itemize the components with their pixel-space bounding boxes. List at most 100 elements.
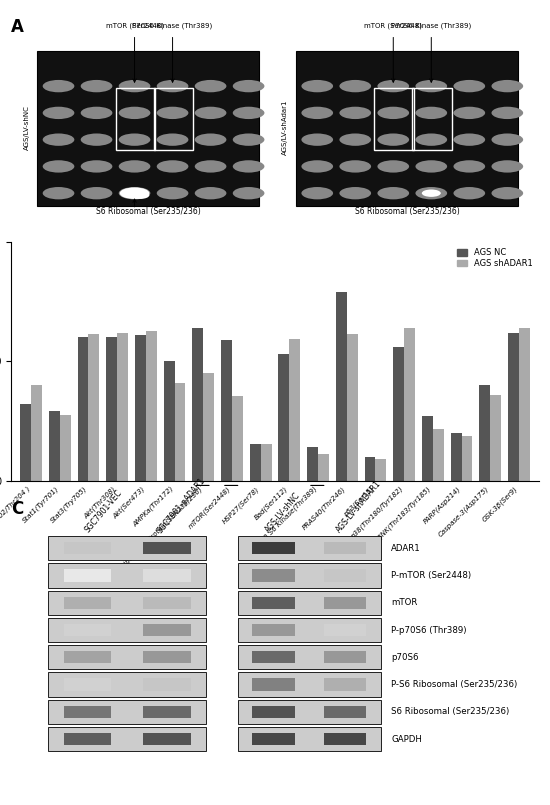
- Circle shape: [377, 160, 409, 172]
- Circle shape: [157, 160, 189, 172]
- Circle shape: [195, 160, 227, 172]
- Circle shape: [195, 134, 227, 146]
- Text: mTOR (Ser2448): mTOR (Ser2448): [364, 23, 422, 29]
- Bar: [238, 536, 381, 560]
- Circle shape: [301, 187, 333, 200]
- Bar: [64, 624, 111, 636]
- Bar: [192, 328, 204, 481]
- Bar: [250, 444, 261, 481]
- Circle shape: [377, 80, 409, 93]
- Bar: [238, 564, 381, 588]
- Bar: [296, 51, 518, 205]
- Text: P-p70S6 (Thr389): P-p70S6 (Thr389): [391, 625, 466, 634]
- Circle shape: [119, 160, 150, 172]
- Circle shape: [120, 188, 150, 199]
- Circle shape: [301, 134, 333, 146]
- Bar: [232, 396, 243, 481]
- Circle shape: [43, 80, 74, 93]
- Circle shape: [453, 107, 485, 119]
- Circle shape: [43, 134, 74, 146]
- Circle shape: [81, 134, 112, 146]
- Bar: [252, 706, 295, 718]
- Text: C: C: [11, 501, 23, 518]
- Bar: [252, 624, 295, 636]
- Text: AGS-LV-shADAR1: AGS-LV-shADAR1: [335, 479, 383, 535]
- Bar: [60, 415, 71, 481]
- Circle shape: [233, 80, 265, 93]
- Circle shape: [119, 134, 150, 146]
- Bar: [252, 542, 295, 555]
- Circle shape: [157, 80, 189, 93]
- Circle shape: [43, 160, 74, 172]
- Circle shape: [81, 160, 112, 172]
- Bar: [346, 334, 358, 481]
- Bar: [64, 651, 111, 663]
- Bar: [143, 706, 190, 718]
- Bar: [374, 89, 414, 150]
- Bar: [252, 597, 295, 609]
- Bar: [336, 292, 346, 481]
- Bar: [20, 404, 31, 481]
- Bar: [64, 733, 111, 745]
- Bar: [106, 337, 117, 481]
- Circle shape: [415, 187, 447, 200]
- Circle shape: [492, 160, 523, 172]
- Circle shape: [81, 107, 112, 119]
- Circle shape: [339, 80, 371, 93]
- Bar: [48, 700, 206, 724]
- Bar: [64, 542, 111, 555]
- Bar: [323, 542, 366, 555]
- Bar: [174, 382, 185, 481]
- Circle shape: [453, 80, 485, 93]
- Circle shape: [339, 107, 371, 119]
- Circle shape: [43, 187, 74, 200]
- Text: AGS-LV-shNC: AGS-LV-shNC: [263, 491, 302, 535]
- Bar: [323, 679, 366, 691]
- Bar: [323, 624, 366, 636]
- Bar: [519, 328, 530, 481]
- Bar: [323, 597, 366, 609]
- Text: AGS/LV-shAdar1: AGS/LV-shAdar1: [282, 100, 288, 155]
- Bar: [48, 727, 206, 751]
- Bar: [143, 597, 190, 609]
- Bar: [48, 618, 206, 642]
- Circle shape: [492, 187, 523, 200]
- Text: GAPDH: GAPDH: [391, 735, 422, 744]
- Bar: [49, 411, 60, 481]
- Bar: [508, 332, 519, 481]
- Circle shape: [492, 80, 523, 93]
- Text: P70S6 Kinase (Thr389): P70S6 Kinase (Thr389): [133, 23, 213, 29]
- Circle shape: [301, 160, 333, 172]
- Bar: [238, 645, 381, 670]
- Bar: [393, 347, 404, 481]
- Bar: [461, 436, 472, 481]
- Text: P70S6 Kinase (Thr389): P70S6 Kinase (Thr389): [391, 23, 471, 29]
- Circle shape: [119, 80, 150, 93]
- Text: A: A: [11, 19, 24, 36]
- Circle shape: [157, 187, 189, 200]
- Bar: [135, 335, 146, 481]
- Bar: [238, 591, 381, 615]
- Text: S6 Ribosomal (Ser235/236): S6 Ribosomal (Ser235/236): [355, 207, 459, 216]
- Circle shape: [43, 107, 74, 119]
- Text: mTOR (Ser2448): mTOR (Ser2448): [106, 23, 163, 29]
- Text: p70S6: p70S6: [391, 653, 419, 662]
- Bar: [78, 337, 89, 481]
- Circle shape: [415, 160, 447, 172]
- Bar: [252, 679, 295, 691]
- Text: ADAR1: ADAR1: [391, 543, 421, 553]
- Bar: [412, 89, 452, 150]
- Bar: [252, 733, 295, 745]
- Text: P-mTOR (Ser2448): P-mTOR (Ser2448): [391, 571, 471, 580]
- Circle shape: [195, 107, 227, 119]
- Bar: [278, 354, 289, 481]
- Bar: [404, 328, 415, 481]
- Bar: [143, 542, 190, 555]
- Bar: [238, 672, 381, 696]
- Bar: [479, 385, 490, 481]
- Circle shape: [233, 107, 265, 119]
- Bar: [48, 645, 206, 670]
- Bar: [422, 416, 433, 481]
- Text: S6 Ribosomal (Ser235/236): S6 Ribosomal (Ser235/236): [391, 708, 509, 716]
- Circle shape: [377, 187, 409, 200]
